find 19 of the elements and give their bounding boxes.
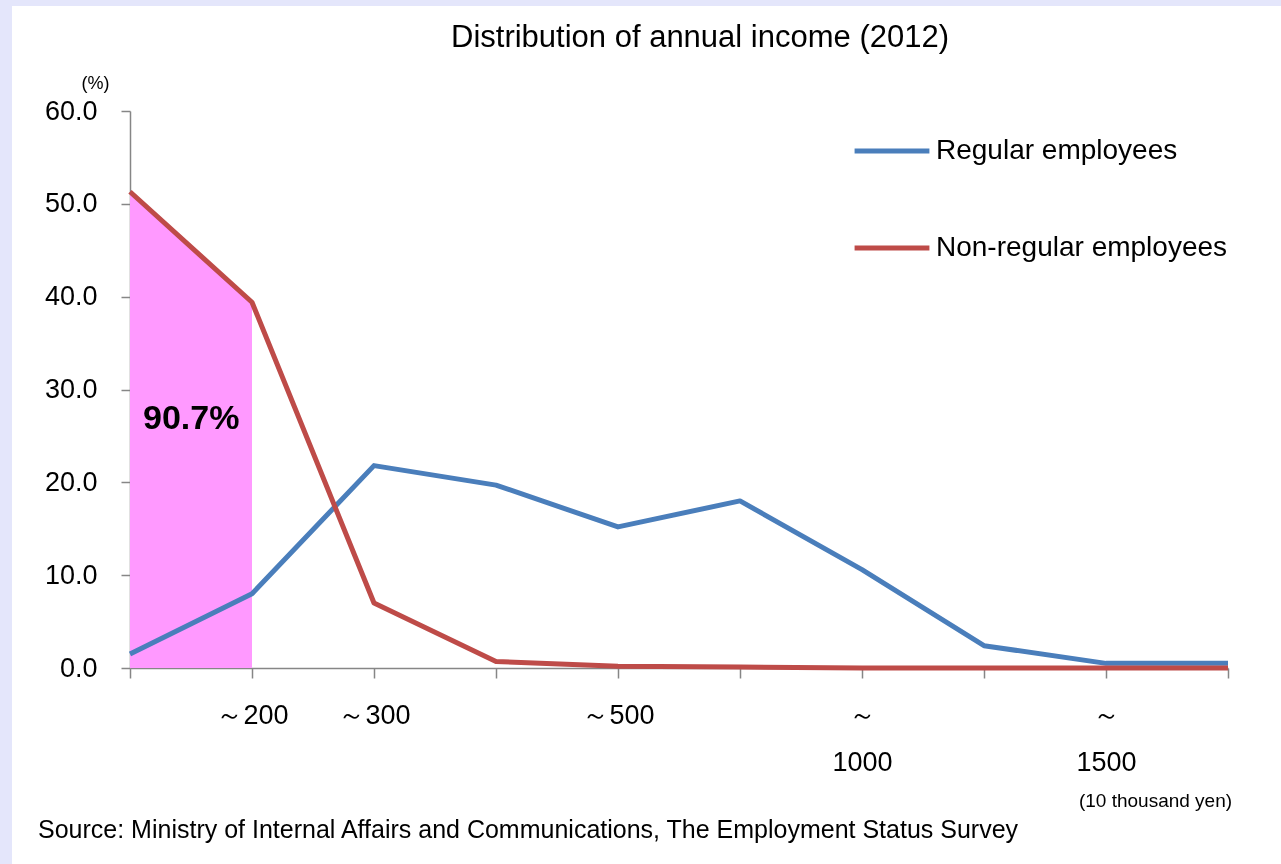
source-note: Source: Ministry of Internal Affairs and Communications, The Employment Status Survey: [38, 815, 1019, 843]
x-tick-label: ～500: [582, 699, 655, 730]
annotation: 90.7%: [143, 398, 240, 436]
y-tick-label: 60.0: [44, 95, 98, 126]
legend-label: Non-regular employees: [936, 231, 1228, 262]
x-axis-title: (10 thousand yen): [1078, 789, 1233, 811]
y-tick-label: 30.0: [44, 374, 98, 404]
y-tick-label: 50.0: [44, 188, 98, 219]
x-tick-label: ～ 1500: [1076, 699, 1137, 777]
x-tick-label: ～300: [338, 699, 411, 730]
y-tick-label: 10.0: [44, 559, 98, 590]
chart-title: Distribution of annual income (2012): [451, 19, 949, 54]
y-tick-label: 40.0: [44, 281, 98, 312]
x-tick-label: ～200: [216, 699, 289, 730]
y-tick-label: 20.0: [44, 466, 98, 497]
y-tick-label: 0.0: [59, 652, 98, 683]
x-tick-label: ～ 1000: [832, 699, 893, 777]
y-axis-title: (%): [81, 72, 110, 93]
legend-label: Regular employees: [936, 134, 1178, 165]
